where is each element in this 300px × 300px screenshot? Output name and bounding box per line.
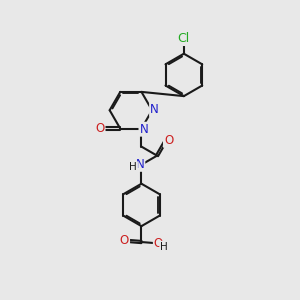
Text: N: N: [150, 103, 159, 116]
Text: O: O: [164, 134, 173, 147]
Text: H: H: [160, 242, 168, 252]
Text: N: N: [140, 123, 148, 136]
Text: N: N: [136, 158, 144, 171]
Text: Cl: Cl: [178, 32, 190, 45]
Text: O: O: [120, 235, 129, 248]
Text: O: O: [154, 237, 163, 250]
Text: O: O: [95, 122, 105, 135]
Text: H: H: [129, 162, 137, 172]
